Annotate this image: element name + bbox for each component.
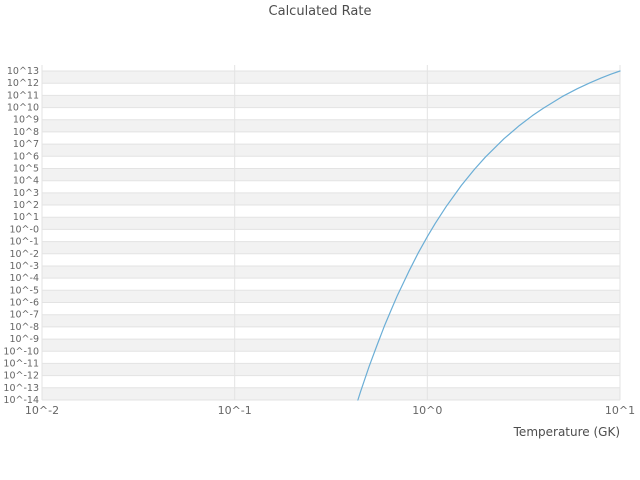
x-axis-label: Temperature (GK) xyxy=(513,425,620,439)
y-tick-label: 10^-6 xyxy=(9,298,39,309)
y-tick-label: 10^13 xyxy=(7,66,39,77)
y-tick-label: 10^-13 xyxy=(3,383,39,394)
grid-band xyxy=(42,192,620,206)
y-tick-label: 10^6 xyxy=(13,151,39,162)
grid-band xyxy=(42,144,620,157)
y-tick-label: 10^-10 xyxy=(3,346,39,357)
y-tick-label: 10^-5 xyxy=(9,285,39,296)
chart-title: Calculated Rate xyxy=(268,4,372,19)
grid-bands xyxy=(42,71,620,400)
grid-band xyxy=(42,339,620,352)
y-tick-label: 10^2 xyxy=(13,200,39,211)
grid-band xyxy=(42,363,620,376)
grid-band xyxy=(42,168,620,181)
x-tick-label: 10^0 xyxy=(412,404,442,417)
y-tick-label: 10^3 xyxy=(13,188,39,199)
y-tick-label: 10^-3 xyxy=(9,261,39,272)
grid-band xyxy=(42,387,620,400)
x-tick-label: 10^-2 xyxy=(25,404,59,417)
x-tick-label: 10^-1 xyxy=(218,404,252,417)
y-tick-label: 10^11 xyxy=(7,90,39,101)
y-tick-label: 10^-0 xyxy=(9,224,39,235)
y-tick-label: 10^-12 xyxy=(3,371,39,382)
data-series xyxy=(357,70,621,401)
y-tick-label: 10^5 xyxy=(13,164,39,175)
gridlines xyxy=(41,65,621,401)
y-tick-label: 10^4 xyxy=(13,176,39,187)
grid-band xyxy=(42,71,620,84)
grid-band xyxy=(42,265,620,279)
y-tick-label: 10^8 xyxy=(13,127,39,138)
grid-band xyxy=(42,119,620,132)
x-tick-label: 10^1 xyxy=(605,404,635,417)
y-tick-label: 10^12 xyxy=(7,78,39,89)
rate-curve xyxy=(357,70,621,401)
y-tick-label: 10^-9 xyxy=(9,334,39,345)
y-tick-label: 10^-2 xyxy=(9,249,39,260)
grid-band xyxy=(42,95,620,108)
y-tick-label: 10^-7 xyxy=(9,310,39,321)
y-tick-label: 10^10 xyxy=(7,103,39,114)
y-tick-label: 10^9 xyxy=(13,115,39,126)
y-tick-label: 10^1 xyxy=(13,212,39,223)
grid-band xyxy=(42,290,620,303)
y-tick-label: 10^7 xyxy=(13,139,39,150)
y-tick-label: 10^-8 xyxy=(9,322,39,333)
y-tick-label: 10^-4 xyxy=(9,273,39,284)
grid-band xyxy=(42,314,620,327)
y-tick-label: 10^-14 xyxy=(3,395,39,406)
grid-band xyxy=(42,217,620,230)
y-tick-label: 10^-1 xyxy=(9,237,39,248)
y-tick-label: 10^-11 xyxy=(3,358,39,369)
grid-band xyxy=(42,241,620,254)
